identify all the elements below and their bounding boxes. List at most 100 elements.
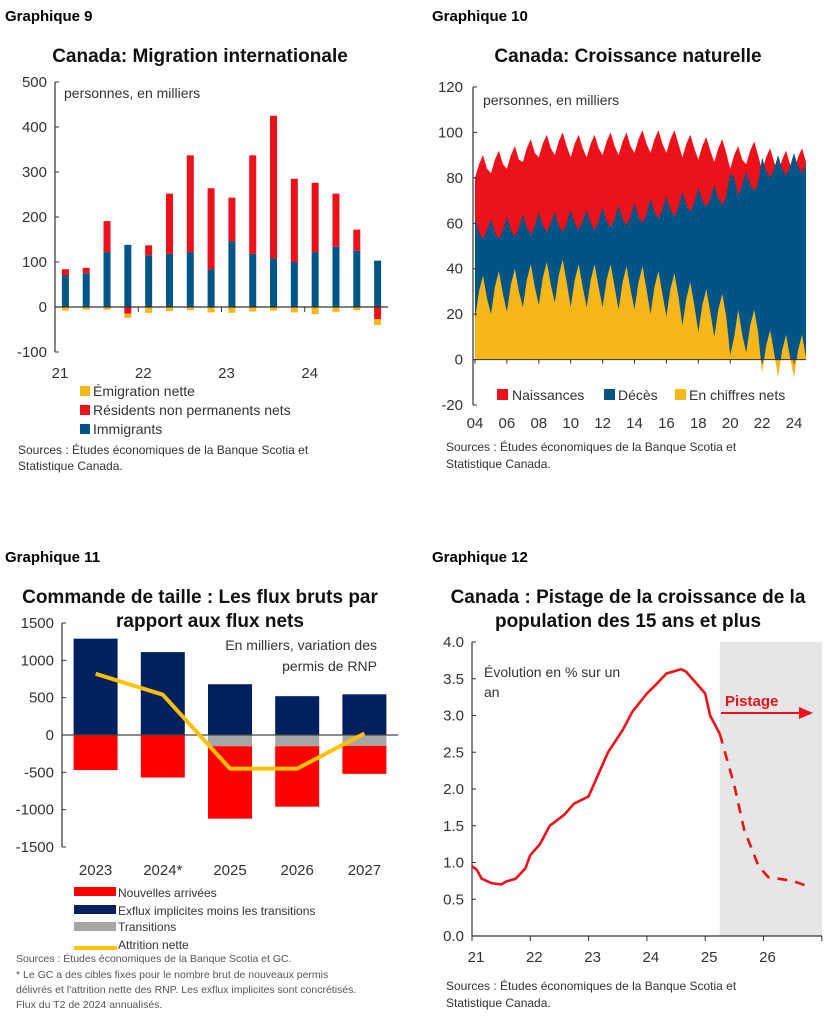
x-tick-label: 24	[643, 949, 660, 966]
bar-exflux	[275, 696, 320, 735]
legend-label-emigration: Émigration nette	[93, 383, 195, 399]
bar-segment	[311, 252, 319, 307]
legend-label-immigrants: Immigrants	[93, 421, 162, 437]
y-tick-label: 1.0	[443, 855, 464, 872]
x-tick-label: 23	[218, 365, 235, 382]
bar-segment	[61, 269, 69, 276]
area-net	[475, 259, 806, 378]
x-tick-label: 21	[52, 365, 69, 382]
chart-9-plot: 500 400 300 200 100 0 -100 21 22 23 24	[17, 74, 388, 382]
bar-segment	[124, 244, 132, 307]
y-tick-label: 80	[446, 170, 463, 187]
bar-segment	[165, 193, 173, 254]
chart-9-title: Canada: Migration internationale	[52, 46, 348, 67]
y-tick-label: 0	[455, 352, 463, 369]
bar-segment	[103, 307, 111, 310]
x-tick-label: 18	[690, 415, 707, 432]
chart-12-title-line-1: Canada : Pistage de la croissance de la	[451, 587, 806, 608]
chart-11-sources-line-1: Sources : Études économiques de la Banqu…	[16, 952, 292, 965]
chart-10-title: Canada: Croissance naturelle	[494, 46, 761, 67]
legend-swatch-exflux	[74, 905, 116, 914]
bar-exflux	[342, 694, 387, 735]
bar-segment	[165, 253, 173, 307]
line-attrition-nette	[95, 671, 366, 771]
bar-segment	[228, 307, 236, 313]
chart-9-sources-line-1: Sources : Études économiques de la Banqu…	[18, 442, 309, 457]
x-tick-label: 08	[530, 415, 547, 432]
y-tick-label: -20	[441, 397, 463, 414]
y-tick-label: 500	[29, 690, 54, 707]
bar-segment	[249, 307, 257, 312]
bar-nouvelles-arrivees	[275, 746, 320, 807]
bar-segment	[332, 307, 340, 312]
bar-segment	[145, 245, 153, 256]
x-tick-label: 10	[562, 415, 579, 432]
chart-11-label: Graphique 11	[5, 549, 100, 566]
chart-12-label: Graphique 12	[432, 549, 528, 566]
y-tick-label: 120	[438, 79, 463, 96]
bar-transitions	[342, 735, 387, 746]
chart-11-title-line-1: Commande de taille : Les flux bruts par	[22, 587, 378, 608]
legend-swatch-net	[675, 389, 686, 400]
bar-segment	[290, 178, 298, 262]
y-tick-label: 0.5	[443, 891, 464, 908]
chart-10-label: Graphique 10	[432, 8, 528, 25]
x-tick-label: 25	[701, 949, 718, 966]
x-tick-label: 22	[135, 365, 152, 382]
x-tick-label: 24	[301, 365, 318, 382]
chart-9-legend: Émigration nette Résidents non permanent…	[80, 383, 291, 437]
legend-swatch-transitions	[74, 922, 116, 931]
y-tick-label: 1.5	[443, 818, 464, 835]
chart-11-legend: Nouvelles arrivées Exflux implicites moi…	[74, 886, 315, 952]
bar-segment	[186, 307, 194, 311]
y-tick-label: 200	[22, 209, 47, 226]
legend-swatch-naissances	[497, 389, 508, 400]
bar-segment	[82, 307, 90, 310]
chart-11-note-line-1: * Le GC a des cibles fixes pour le nombr…	[16, 969, 328, 981]
chart-10-sources-line-2: Statistique Canada.	[446, 457, 551, 471]
legend-label-npr: Résidents non permanents nets	[93, 402, 291, 418]
bar-segment	[353, 250, 361, 307]
y-tick-label: 60	[446, 215, 463, 232]
bar-segment	[290, 262, 298, 307]
bar-segment	[186, 252, 194, 307]
bar-segment	[374, 260, 382, 307]
x-tick-label: 24	[786, 415, 803, 432]
bar-segment	[270, 307, 278, 311]
bar-segment	[249, 253, 257, 307]
chart-10-unit-note: personnes, en milliers	[483, 92, 619, 108]
y-tick-label: 2.5	[443, 744, 464, 761]
legend-swatch-deces	[604, 389, 615, 400]
bar-segment	[61, 307, 69, 311]
bar-segment	[186, 155, 194, 253]
bar-transitions	[275, 735, 320, 747]
bar-segment	[249, 155, 257, 254]
chart-10-legend: Naissances Décès En chiffres nets	[497, 387, 785, 403]
bar-segment	[207, 188, 215, 270]
bar-segment	[311, 307, 319, 315]
bar-segment	[61, 275, 69, 307]
chart-11-unit-note-line-1: En milliers, variation des	[225, 637, 377, 653]
y-tick-label: -100	[17, 344, 47, 361]
bar-segment	[82, 267, 90, 274]
line-population-growth	[471, 667, 721, 886]
chart-12-title-line-2: population des 15 ans et plus	[495, 611, 761, 632]
forecast-shaded-region	[719, 642, 822, 936]
bar-segment	[124, 307, 132, 314]
y-tick-label: 4.0	[443, 634, 464, 651]
x-tick-label: 22	[526, 949, 543, 966]
x-tick-label: 14	[626, 415, 643, 432]
bar-segment	[103, 252, 111, 307]
bar-nouvelles-arrivees	[342, 745, 387, 774]
y-tick-label: 0	[39, 299, 47, 316]
x-tick-label: 26	[759, 949, 776, 966]
y-tick-label: 400	[22, 119, 47, 136]
y-tick-label: 1000	[21, 652, 54, 669]
bar-segment	[374, 307, 382, 320]
bar-segment	[165, 307, 173, 312]
bar-segment	[332, 193, 340, 247]
y-tick-label: 0.0	[443, 928, 464, 945]
x-tick-label: 2026	[281, 862, 314, 879]
bar-exflux	[208, 684, 252, 735]
